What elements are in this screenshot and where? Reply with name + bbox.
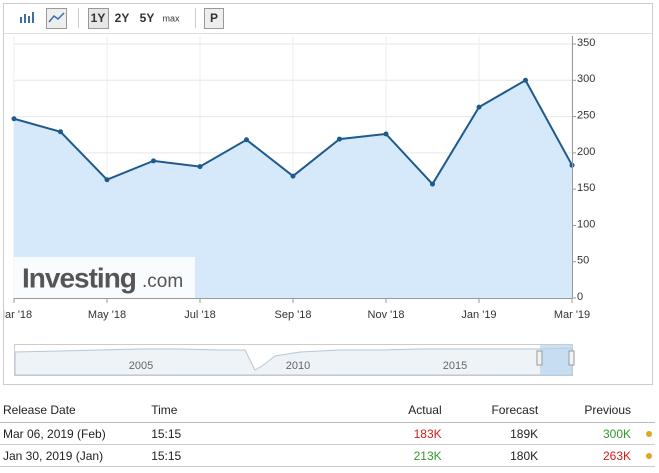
point (244, 137, 249, 143)
point (337, 136, 342, 142)
point (523, 77, 528, 83)
navigator-handle[interactable] (536, 350, 543, 366)
table-row: Mar 06, 2019 (Feb) 15:15 183K 189K 300K (0, 422, 655, 445)
x-tick-label: May '18 (88, 309, 126, 321)
cell: 300K (541, 422, 634, 445)
point (104, 177, 110, 183)
cell: Jan 30, 2019 (Jan) (0, 444, 149, 467)
table-row: Jan 30, 2019 (Jan) 15:15 213K 180K 263K (0, 444, 655, 467)
x-tick-label: Mar '19 (554, 309, 590, 321)
range-button[interactable]: 5Y (140, 11, 155, 25)
point (476, 104, 482, 110)
releases-table: Release Date Time Actual Forecast Previous M… (0, 398, 655, 467)
status-dot (646, 431, 652, 438)
y-tick-label: 100 (577, 218, 595, 230)
p-button[interactable]: P (210, 11, 218, 25)
x-tick-label: Mar '18 (0, 309, 32, 321)
line-chart-icon (48, 12, 65, 23)
plot: 0 50 100 150 200 250 300 350 Mar '18 May '18 Jul '… (0, 36, 595, 321)
navigator-label: 2010 (286, 360, 310, 372)
point (383, 131, 389, 137)
y-tick-label: 150 (577, 182, 595, 194)
range-button[interactable]: max (162, 13, 180, 23)
x-tick-label: Nov '18 (368, 309, 405, 321)
cell: 213K (332, 444, 445, 467)
area (14, 80, 572, 299)
header-row: Release Date Time Actual Forecast Previous (0, 398, 655, 423)
navigator-label: 2015 (443, 360, 467, 372)
column-header: Time (148, 398, 333, 423)
p-button-box[interactable] (204, 8, 224, 29)
dot-cell (634, 422, 655, 445)
dot-column (634, 398, 655, 423)
cell: 15:15 (148, 444, 333, 467)
navigator-handle[interactable] (568, 350, 575, 366)
cell: 183K (332, 422, 445, 445)
cell: 180K (444, 444, 542, 467)
y-tick-label: 200 (577, 146, 595, 158)
x-tick-label: Jul '18 (184, 309, 215, 321)
point (430, 181, 435, 187)
x-tick-label: Jan '19 (461, 309, 496, 321)
y-tick-label: 50 (577, 255, 589, 267)
range-button[interactable]: 2Y (115, 11, 130, 25)
chart-widget: P 0 50 100 150 200 250 300 350 Mar '18 May '18 Jul… (0, 3, 653, 385)
active-range-box (88, 8, 109, 29)
point (151, 158, 156, 164)
range-button[interactable]: 1Y (91, 11, 106, 25)
point (290, 173, 296, 179)
dot-cell (634, 444, 655, 467)
column-header: Previous (541, 398, 634, 423)
cell: Mar 06, 2019 (Feb) (0, 422, 149, 445)
status-dot (646, 453, 652, 460)
y-tick-label: 250 (577, 109, 595, 121)
cell: 263K (541, 444, 634, 467)
x-tick-label: Sep '18 (275, 309, 312, 321)
watermark-box (14, 257, 195, 298)
cell: 15:15 (148, 422, 333, 445)
watermark-suffix: .com (142, 271, 183, 292)
watermark-brand: Investing (22, 262, 136, 293)
y-tick-label: 300 (577, 73, 595, 85)
cell: 189K (444, 422, 542, 445)
column-header: Forecast (444, 398, 542, 423)
bar-chart-icon[interactable] (20, 12, 34, 23)
navigator-label: 2005 (129, 360, 153, 372)
y-tick-label: 350 (577, 37, 595, 49)
column-header: Release Date (0, 398, 149, 423)
point (197, 164, 203, 170)
column-header: Actual (332, 398, 445, 423)
navigator-selection[interactable] (540, 345, 572, 375)
point (11, 116, 17, 122)
point (58, 129, 63, 135)
y-tick-label: 0 (577, 291, 583, 303)
